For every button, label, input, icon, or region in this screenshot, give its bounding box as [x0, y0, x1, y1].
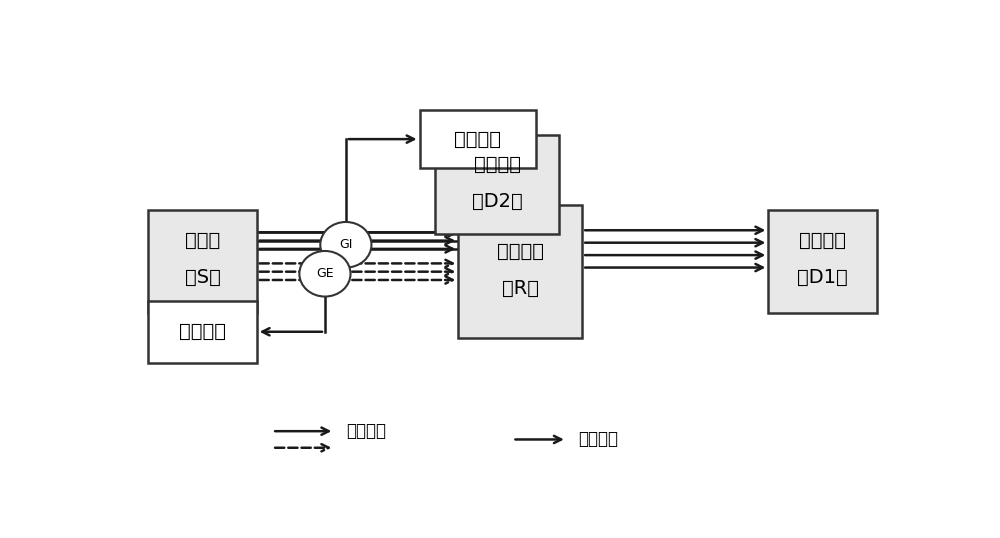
Text: 源节点: 源节点	[185, 231, 220, 250]
Text: 目的节点: 目的节点	[474, 154, 520, 173]
Text: （D2）: （D2）	[472, 192, 522, 211]
Text: 信息解码: 信息解码	[454, 130, 501, 148]
Text: （D1）: （D1）	[797, 268, 848, 287]
Text: （S）: （S）	[185, 268, 220, 287]
FancyBboxPatch shape	[435, 135, 559, 235]
Text: GE: GE	[316, 267, 334, 280]
FancyBboxPatch shape	[148, 209, 257, 313]
Text: 中继节点: 中继节点	[497, 242, 544, 260]
Text: 第一时隙: 第一时隙	[346, 422, 386, 440]
Text: GI: GI	[339, 238, 353, 251]
FancyBboxPatch shape	[148, 301, 257, 363]
Text: 第二时隙: 第二时隙	[578, 430, 618, 449]
Text: 目的节点: 目的节点	[799, 231, 846, 250]
FancyBboxPatch shape	[458, 206, 582, 338]
Text: 能量采集: 能量采集	[179, 322, 226, 341]
Ellipse shape	[320, 222, 371, 267]
FancyBboxPatch shape	[420, 110, 536, 168]
Ellipse shape	[299, 251, 351, 296]
Text: （R）: （R）	[502, 279, 539, 298]
FancyBboxPatch shape	[768, 209, 877, 313]
